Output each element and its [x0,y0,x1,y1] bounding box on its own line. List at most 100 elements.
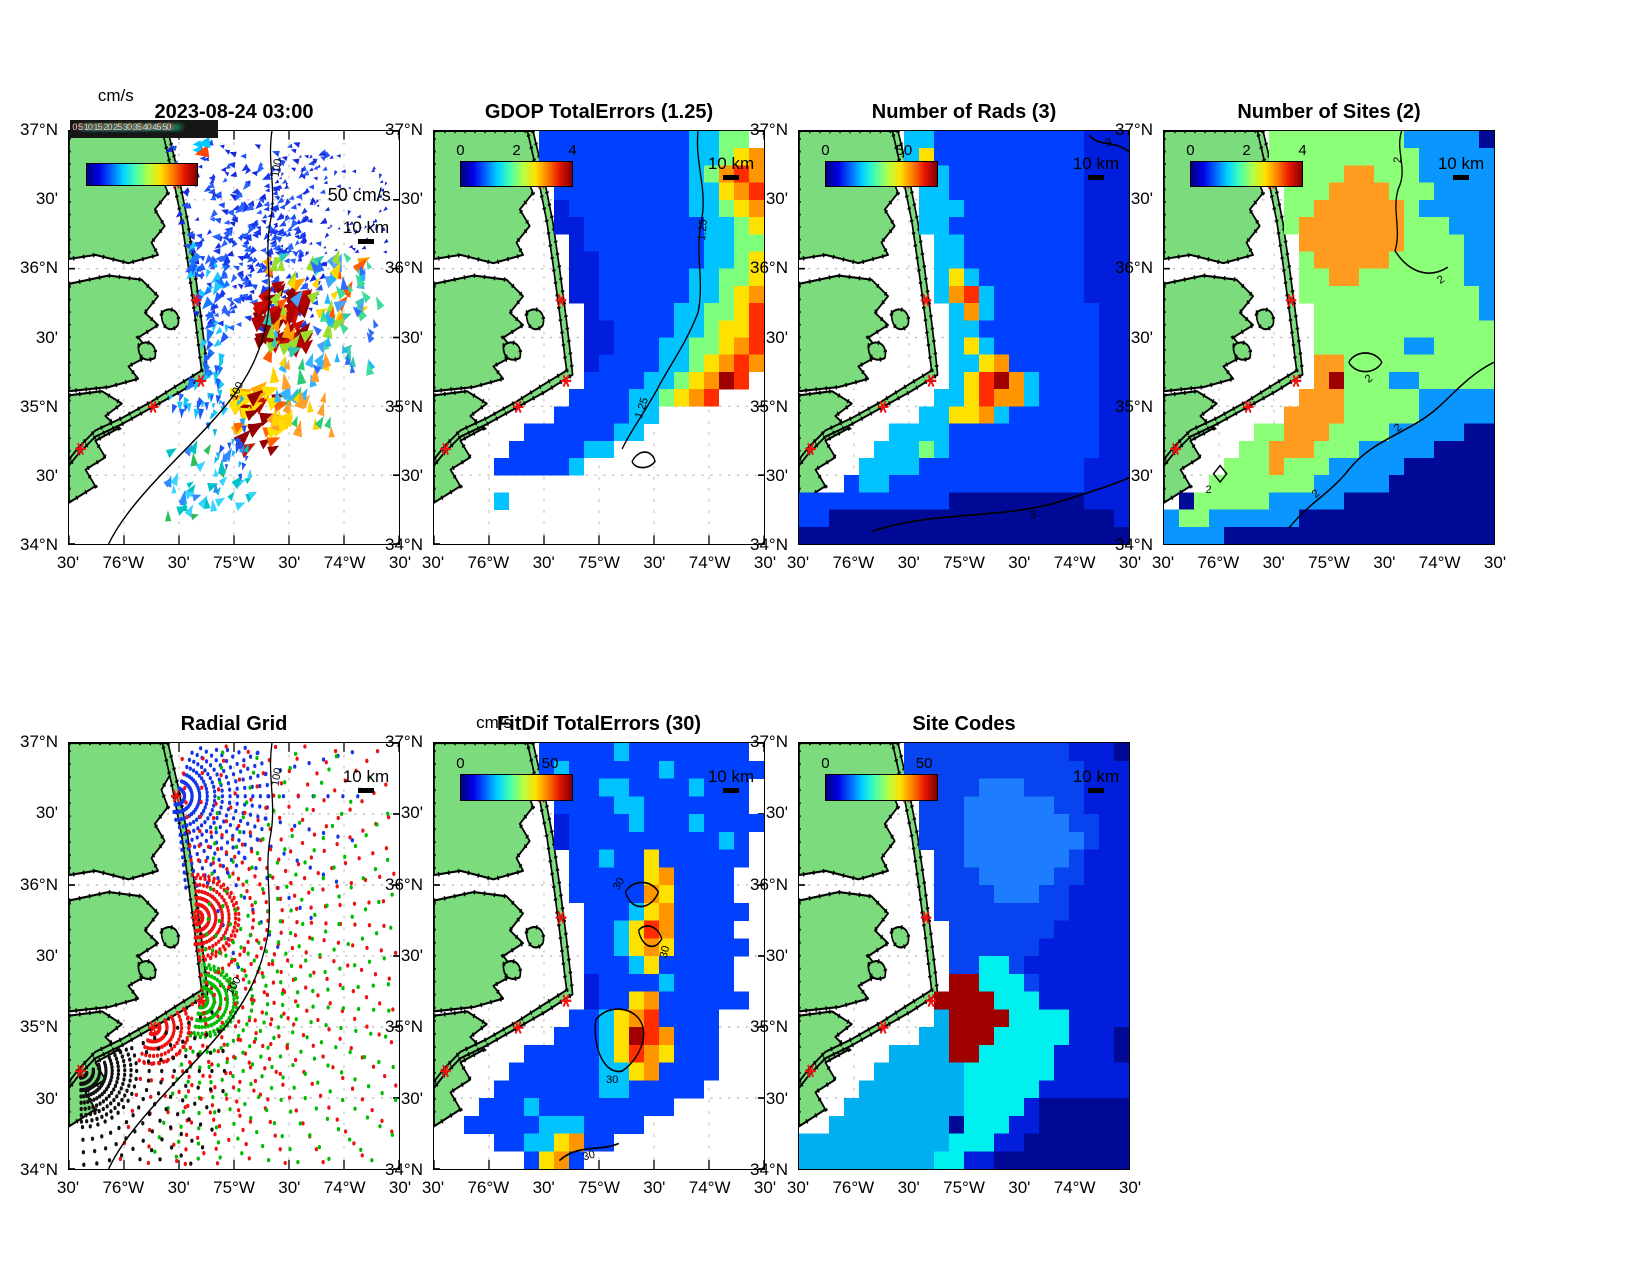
y-axis-tick-label: 30' [1130,465,1153,485]
map-radial-grid: 100 100 10 km [68,742,400,1170]
basemap [434,743,764,1169]
y-axis-tick-label: 30' [35,465,58,485]
x-axis-tick-label: 30' [1483,553,1507,572]
x-axis-tick-label: 30' [1373,553,1396,572]
panel-title: Number of Rads (3) [871,101,1057,123]
y-axis-tick-label: 30' [1130,189,1153,209]
y-axis-tick-label: 30' [765,1088,788,1108]
scalebar-label: 10 km [1437,154,1485,174]
scalebar-label: 10 km [707,766,755,786]
scalebar-label: 10 km [342,217,390,237]
scalebar-line [722,787,739,793]
x-axis-tick-label: 30' [1008,553,1031,572]
colorbar-tick-label: 2 [1242,141,1251,159]
data-layer-radials [75,743,398,1169]
panel-gdop-total-errors: GDOP TotalErrors (1.25) 37°N 30' 36°N 30' 35… [385,101,776,572]
scalebar-line [722,175,739,181]
colorbar-gradient [85,163,198,186]
scalebar-line [357,787,374,793]
scalebar: 10 km [343,767,389,793]
x-axis-tick-label: 75°W [213,1178,255,1197]
scalebar: 10 km [1437,154,1485,181]
x-axis-tick-label: 30' [1008,1178,1031,1197]
panel-title: 2023-08-24 03:00 [154,101,314,123]
x-axis-tick-label: 30' [643,553,666,572]
y-axis-tick-label: 30' [400,803,423,823]
x-axis-tick-label: 76°W [832,553,875,572]
x-axis-tick-label: 75°W [1308,553,1350,572]
y-axis-tick-label: 30' [35,1088,58,1108]
y-axis-tick-label: 37°N [20,120,58,139]
x-axis-tick-label: 76°W [102,553,145,572]
x-axis-tick-label: 30' [1151,553,1175,572]
data-layer-vectors [75,131,389,544]
x-axis-tick-label: 74°W [323,1178,366,1197]
scalebar: 10 km [708,767,754,793]
data-layer-heatmap [799,743,1129,1169]
map-surface-currents: 100 100 0 5 10 15 20 25 30 35 40 45 50 50… [68,119,400,545]
scalebar: 10 km [1073,154,1119,181]
x-axis-tick-label: 30' [643,1178,666,1197]
data-layer-heatmap [1164,131,1494,544]
y-axis-tick-label: 36°N [20,874,58,894]
x-axis-tick-label: 74°W [1053,1178,1096,1197]
scalebar-line [1452,175,1469,181]
y-axis-tick-label: 30' [400,1088,423,1108]
colorbar: 0 2 4 [1186,142,1307,188]
colorbar-tick-label: 50 [541,754,559,772]
panel-title: GDOP TotalErrors (1.25) [484,101,714,123]
x-axis-tick-label: 30' [1118,1178,1142,1197]
x-axis-tick-label: 75°W [213,553,255,572]
x-axis-tick-label: 76°W [467,553,510,572]
y-axis-tick-label: 34°N [20,1160,58,1179]
map-site-codes: 0 50 10 km [798,742,1130,1170]
x-axis-tick-label: 74°W [1418,553,1461,572]
colorbar-tick-label: 4 [1298,141,1307,159]
colorbar-units-label: cm/s [97,86,134,105]
x-axis-tick-label: 30' [753,553,777,572]
x-axis-tick-label: 30' [532,1178,555,1197]
colorbar-gradient [825,773,938,801]
y-axis-tick-label: 30' [35,189,58,209]
x-axis-tick-label: 30' [167,553,190,572]
colorbar-gradient [460,773,573,801]
x-axis-tick-label: 30' [1118,553,1142,572]
y-axis-tick-label: 36°N [20,258,58,278]
colorbar: 0 50 [456,755,573,801]
colorbar-tick-label: 0 [821,141,830,159]
panel-title: Radial Grid [180,713,288,735]
colorbar-units-label: cm/s [476,713,513,732]
colorbar: 0 50 [821,755,938,801]
colorbar-tick-label: 4 [568,141,577,159]
x-axis-tick-label: 30' [421,553,445,572]
vector-scale-label: 50 cm/s [327,184,391,205]
x-axis-tick-label: 30' [167,1178,190,1197]
scalebar: 10 km [1073,767,1119,793]
panel-surface-currents: 2023-08-24 03:00 cm/s 37°N 30' 36°N 30' 35°N… [20,86,411,572]
y-axis-tick-label: 30' [400,465,423,485]
y-axis-tick-label: 30' [765,327,788,347]
y-axis-tick-label: 37°N [20,732,58,751]
scalebar-line [1087,175,1104,181]
x-axis-tick-label: 74°W [688,1178,731,1197]
x-axis-tick-label: 74°W [323,553,366,572]
x-axis-tick-label: 30' [421,1178,445,1197]
y-axis-tick-label: 35°N [20,396,58,416]
colorbar: 0 50 [821,142,938,188]
panel-title: Number of Sites (2) [1237,101,1421,123]
panel-number-of-sites: Number of Sites (2) 37°N 30' 36°N 30' 35°N 30… [1115,101,1506,572]
y-axis-tick-label: 30' [400,946,423,965]
scalebar: 10 km [343,218,389,244]
y-axis-tick-label: 30' [35,327,58,347]
colorbar-gradient [460,160,573,188]
colorbar-tick-label: 0 [456,754,465,772]
scalebar-line [357,238,374,244]
data-layer-heatmap [799,131,1129,544]
y-axis-tick-label: 34°N [20,535,58,554]
y-axis-tick-label: 30' [765,803,788,823]
x-axis-tick-label: 76°W [467,1178,510,1197]
x-axis-tick-label: 30' [786,1178,810,1197]
x-axis-tick-label: 30' [56,1178,80,1197]
x-axis-tick-label: 76°W [102,1178,145,1197]
